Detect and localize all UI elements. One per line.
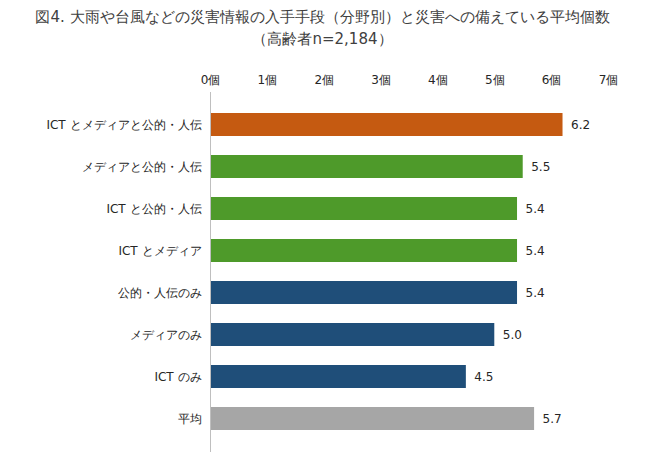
svg-text:3個: 3個	[371, 73, 391, 87]
svg-text:5.4: 5.4	[526, 286, 545, 300]
svg-text:5.4: 5.4	[526, 202, 545, 216]
svg-text:5.4: 5.4	[526, 244, 545, 258]
svg-text:4.5: 4.5	[474, 370, 493, 384]
svg-text:ICT と公的・人伝: ICT と公的・人伝	[106, 202, 201, 216]
svg-text:6個: 6個	[542, 73, 562, 87]
svg-text:0個: 0個	[201, 73, 221, 87]
svg-text:1個: 1個	[258, 73, 278, 87]
html-text:図4. 大雨や台風などの災害情報の入手手段（分野別）と災害へ: 図4. 大雨や台風などの災害情報の入手手段（分野別）と災害への備えている平均個数	[35, 8, 610, 26]
html-text:（高齢者n=2,184）: （高齢者n=2,184）	[252, 30, 393, 48]
svg-text:ICT のみ: ICT のみ	[154, 370, 201, 384]
svg-text:5.7: 5.7	[543, 412, 562, 426]
svg-text:7個: 7個	[599, 73, 619, 87]
svg-text:2個: 2個	[314, 73, 334, 87]
svg-text:4個: 4個	[428, 73, 448, 87]
svg-text:公的・人伝のみ: 公的・人伝のみ	[118, 286, 202, 300]
svg-text:5.0: 5.0	[503, 328, 522, 342]
svg-text:ICT とメディアと公的・人伝: ICT とメディアと公的・人伝	[46, 118, 201, 132]
svg-text:6.2: 6.2	[571, 118, 590, 132]
svg-text:平均: 平均	[178, 412, 202, 426]
svg-text:5.5: 5.5	[531, 160, 550, 174]
svg-text:メディアのみ: メディアのみ	[130, 328, 202, 342]
svg-text:5個: 5個	[485, 73, 505, 87]
svg-text:ICT とメディア: ICT とメディア	[118, 244, 201, 258]
svg-text:メディアと公的・人伝: メディアと公的・人伝	[82, 160, 202, 174]
